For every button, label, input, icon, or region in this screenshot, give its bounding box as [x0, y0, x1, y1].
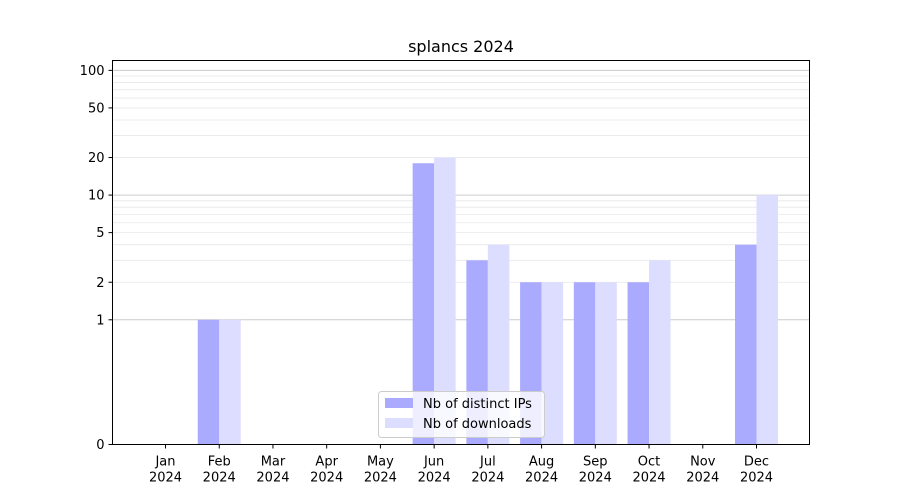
x-tick-label: Jun 2024: [418, 455, 451, 486]
chart-title: splancs 2024: [408, 37, 514, 56]
y-tick-label: 10: [88, 189, 105, 204]
bar-distinct-ips: [197, 319, 220, 445]
y-tick-label: 50: [88, 101, 105, 116]
bar-downloads: [595, 282, 617, 445]
legend-swatch: [385, 398, 413, 408]
legend-box: [378, 391, 545, 438]
y-tick-label: 2: [96, 276, 104, 291]
x-tick-label: Aug 2024: [525, 455, 558, 486]
bar-downloads: [541, 282, 564, 445]
bars: [197, 157, 778, 445]
legend: Nb of distinct IPs Nb of downloads: [378, 391, 545, 438]
x-tick-label: Mar 2024: [256, 455, 289, 486]
y-tick-label: 1: [96, 313, 104, 328]
grid-lines: [112, 69, 810, 321]
x-tick-label: Nov 2024: [686, 455, 719, 486]
y-axis: 0 1 2 5 10 20 50 100: [80, 64, 113, 453]
x-tick-label: Jul 2024: [471, 455, 504, 486]
y-tick-label: 20: [88, 151, 105, 166]
legend-label: Nb of downloads: [423, 417, 532, 432]
bar-distinct-ips: [735, 244, 757, 445]
x-tick-label: Jan 2024: [149, 455, 182, 486]
x-axis: Jan 2024 Feb 2024 Mar 2024 Apr 2024 May 2024 Jun 20…: [149, 444, 773, 486]
x-tick-label: Dec 2024: [740, 455, 773, 486]
bar-downloads: [434, 157, 456, 445]
legend-swatch: [385, 418, 413, 428]
plot-frame: [112, 60, 810, 445]
bar-distinct-ips: [627, 282, 650, 445]
bar-downloads: [219, 319, 241, 445]
y-tick-label: 100: [80, 64, 105, 79]
bar-distinct-ips: [573, 282, 596, 445]
x-tick-label: May 2024: [364, 455, 397, 486]
bar-downloads: [756, 195, 778, 445]
x-tick-label: Oct 2024: [632, 455, 665, 486]
bar-downloads: [649, 260, 671, 445]
x-tick-label: Sep 2024: [579, 455, 612, 486]
y-tick-label: 0: [96, 438, 104, 453]
legend-label: Nb of distinct IPs: [423, 397, 532, 412]
x-tick-label: Feb 2024: [203, 455, 236, 486]
x-tick-label: Apr 2024: [310, 455, 343, 486]
bar-distinct-ips: [412, 163, 435, 445]
y-tick-label: 5: [96, 226, 104, 241]
